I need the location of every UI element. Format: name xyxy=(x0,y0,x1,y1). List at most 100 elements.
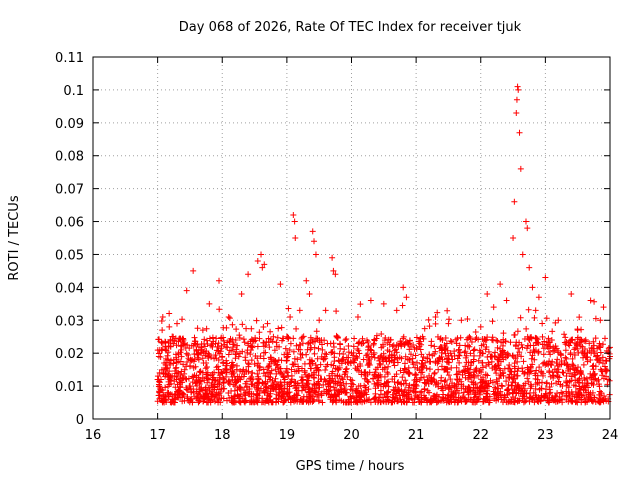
data-point xyxy=(195,356,202,363)
data-point xyxy=(576,375,583,382)
data-point xyxy=(228,394,235,401)
data-point xyxy=(547,351,554,358)
data-point xyxy=(481,336,488,343)
data-point xyxy=(315,345,322,352)
data-point xyxy=(412,352,419,359)
data-point xyxy=(391,362,398,369)
data-point xyxy=(495,385,502,392)
data-point xyxy=(163,365,170,372)
data-point xyxy=(172,365,179,372)
data-point xyxy=(454,371,461,378)
data-point xyxy=(195,344,202,351)
data-point xyxy=(262,349,269,356)
data-point xyxy=(177,379,184,386)
data-point xyxy=(189,379,196,386)
data-point xyxy=(184,393,191,400)
data-point xyxy=(277,281,284,288)
data-point xyxy=(253,384,260,391)
data-point xyxy=(532,307,539,314)
data-point xyxy=(447,376,454,383)
data-point xyxy=(248,381,255,388)
data-point xyxy=(315,372,322,379)
data-point xyxy=(498,382,505,389)
data-point xyxy=(241,339,248,346)
data-point xyxy=(353,389,360,396)
y-axis-label: ROTI / TECUs xyxy=(7,195,22,280)
data-point xyxy=(603,358,610,365)
data-point xyxy=(416,343,423,350)
data-point xyxy=(215,396,222,403)
data-point xyxy=(338,357,345,364)
data-point xyxy=(543,315,550,322)
data-point xyxy=(517,314,524,321)
data-point xyxy=(154,376,161,383)
data-point xyxy=(229,321,236,328)
data-point xyxy=(519,365,526,372)
data-point xyxy=(425,380,432,387)
data-point xyxy=(235,353,242,360)
data-point xyxy=(555,317,562,324)
data-point xyxy=(255,360,262,367)
data-point xyxy=(335,388,342,395)
data-point xyxy=(470,347,477,354)
data-point xyxy=(167,373,174,380)
data-point xyxy=(552,398,559,405)
data-point xyxy=(497,392,504,399)
data-point xyxy=(367,346,374,353)
data-point xyxy=(381,364,388,371)
data-point xyxy=(281,398,288,405)
data-point xyxy=(419,333,426,340)
data-point xyxy=(167,343,174,350)
data-point xyxy=(546,398,553,405)
data-point xyxy=(385,383,392,390)
data-point xyxy=(479,350,486,357)
data-point xyxy=(408,395,415,402)
data-point xyxy=(177,358,184,365)
data-point xyxy=(347,358,354,365)
data-point xyxy=(442,335,449,342)
data-point xyxy=(516,129,523,136)
data-point xyxy=(602,357,609,364)
data-point xyxy=(347,376,354,383)
data-point xyxy=(182,375,189,382)
data-point xyxy=(190,358,197,365)
y-tick-label: 0.01 xyxy=(55,380,84,395)
data-points xyxy=(154,83,613,406)
data-point xyxy=(385,378,392,385)
data-point xyxy=(406,382,413,389)
data-point xyxy=(591,298,598,305)
data-point xyxy=(356,350,363,357)
data-point xyxy=(308,357,315,364)
data-point xyxy=(301,360,308,367)
data-point xyxy=(264,320,271,327)
data-point xyxy=(220,380,227,387)
data-point xyxy=(314,355,321,362)
data-point xyxy=(206,387,213,394)
data-point xyxy=(434,333,441,340)
data-point xyxy=(401,360,408,367)
data-point xyxy=(240,336,247,343)
data-point xyxy=(165,383,172,390)
data-point xyxy=(306,290,313,297)
data-point xyxy=(287,313,294,320)
data-point xyxy=(439,383,446,390)
data-point xyxy=(249,370,256,377)
data-point xyxy=(549,328,556,335)
data-point xyxy=(401,388,408,395)
data-point xyxy=(329,375,336,382)
data-point xyxy=(199,375,206,382)
data-point xyxy=(225,313,232,320)
data-point xyxy=(367,297,374,304)
data-point xyxy=(179,316,186,323)
data-point xyxy=(381,373,388,380)
data-point xyxy=(532,385,539,392)
x-tick-label: 16 xyxy=(85,428,102,443)
data-point xyxy=(394,379,401,386)
y-tick-label: 0.11 xyxy=(55,51,84,66)
data-point xyxy=(455,347,462,354)
data-point xyxy=(418,399,425,406)
data-point xyxy=(510,399,517,406)
data-point xyxy=(553,360,560,367)
data-point xyxy=(491,384,498,391)
data-point xyxy=(178,353,185,360)
